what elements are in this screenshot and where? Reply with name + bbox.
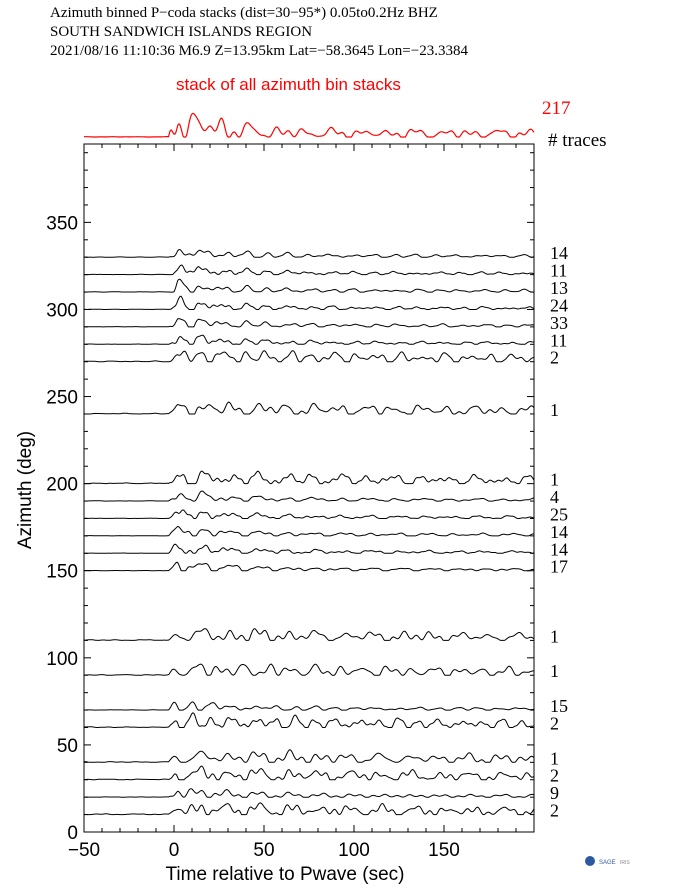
trace-az-150 [84,561,535,572]
trace-count-az-200: 1 [550,470,559,490]
y-axis: 0 50 100 150 200 250 300 350 [46,152,534,844]
x-tick-label: 0 [169,840,180,861]
x-axis: −50 0 50 100 150 [68,144,535,861]
trace-count-az-90: 1 [550,661,559,681]
y-axis-label: Azimuth (deg) [15,431,36,549]
x-tick-label: 150 [428,840,460,861]
trace-count-az-330: 14 [550,243,568,263]
trace-az-10 [83,802,535,816]
trace-count-az-10: 2 [550,801,559,821]
trace-az-240 [83,401,535,415]
trace-az-90 [84,663,534,676]
trace-az-310 [84,278,534,293]
trace-az-180 [84,509,535,520]
x-tick-label: 50 [253,840,274,861]
traces-column-header: # traces [548,130,607,151]
trace-count-az-150: 17 [550,557,568,577]
trace-az-40 [84,749,535,763]
trace-az-70 [84,701,535,711]
trace-az-200 [84,470,535,485]
trace-az-190 [84,490,535,502]
trace-count-az-20: 9 [550,783,559,803]
summary-stack-trace [84,112,535,138]
trace-count-az-170: 14 [550,522,568,542]
trace-count-az-280: 11 [550,330,567,350]
summary-total-traces: 217 [542,98,571,119]
trace-count-az-320: 11 [550,261,567,281]
trace-count-az-60: 2 [550,713,559,733]
trace-count-az-30: 2 [550,766,559,786]
trace-count-az-70: 15 [550,696,568,716]
trace-count-az-110: 1 [550,626,559,646]
y-tick-label: 0 [67,823,78,844]
trace-az-330 [84,248,535,258]
x-tick-label: −50 [68,840,100,861]
trace-az-320 [84,264,535,276]
trace-az-20 [83,788,535,798]
plot-frame [83,143,535,833]
y-tick-label: 350 [46,213,78,234]
trace-az-280 [84,334,535,345]
y-tick-label: 300 [46,300,78,321]
x-tick-label: 100 [338,840,370,861]
logo-text: SAGE [599,860,616,866]
header-line-1: Azimuth binned P−coda stacks (dist=30−95… [50,5,438,21]
sage-logo: SAGE IRIS [585,856,630,866]
header-line-3: 2021/08/16 11:10:36 M6.9 Z=13.95km Lat=−… [50,43,468,59]
trace-az-30 [84,765,535,781]
trace-az-60 [83,712,535,729]
trace-count-az-40: 1 [550,748,559,768]
trace-count-az-180: 25 [550,504,568,524]
trace-az-170 [84,525,535,537]
trace-az-110 [84,628,535,641]
trace-count-az-290: 33 [550,313,568,333]
trace-count-az-310: 13 [550,278,568,298]
trace-count-az-190: 4 [550,487,559,507]
y-tick-label: 50 [57,736,78,757]
trace-count-az-240: 1 [550,400,559,420]
y-tick-label: 200 [46,475,78,496]
trace-az-270 [84,350,535,363]
summary-stack-label: stack of all azimuth bin stacks [176,75,401,94]
x-axis-label: Time relative to Pwave (sec) [166,864,405,885]
trace-az-290 [84,318,535,328]
trace-count-az-160: 14 [550,539,568,559]
y-tick-label: 250 [46,388,78,409]
globe-icon [585,856,595,866]
y-tick-label: 150 [46,562,78,583]
trace-count-az-270: 2 [550,348,559,368]
header-line-2: SOUTH SANDWICH ISLANDS REGION [50,24,312,40]
logo-alt-text: IRIS [620,860,630,866]
trace-az-160 [84,543,535,554]
trace-count-az-300: 24 [550,295,568,315]
y-tick-label: 100 [46,649,78,670]
trace-az-300 [84,295,535,310]
trace-stack [83,248,535,816]
